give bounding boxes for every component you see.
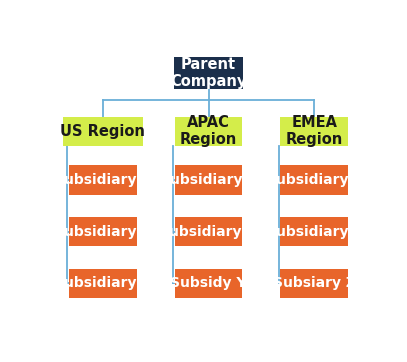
Text: Subsidiary X: Subsidiary X (54, 276, 152, 290)
Text: Subsidiary A: Subsidiary A (54, 173, 152, 187)
FancyBboxPatch shape (280, 117, 348, 146)
Text: APAC
Region: APAC Region (180, 115, 237, 147)
FancyBboxPatch shape (280, 217, 348, 246)
FancyBboxPatch shape (175, 269, 243, 298)
Text: Subsidy Y: Subsidy Y (171, 276, 247, 290)
FancyBboxPatch shape (175, 117, 243, 146)
Text: EMEA
Region: EMEA Region (286, 115, 343, 147)
FancyBboxPatch shape (175, 217, 243, 246)
FancyBboxPatch shape (280, 165, 348, 195)
Text: Parent
Company: Parent Company (171, 56, 247, 89)
FancyBboxPatch shape (63, 117, 143, 146)
Text: US Region: US Region (61, 124, 145, 139)
FancyBboxPatch shape (69, 165, 137, 195)
Text: Subsidiary F: Subsidiary F (266, 224, 363, 239)
Text: Subsidiary B: Subsidiary B (54, 224, 152, 239)
Text: Subsidiary D: Subsidiary D (159, 224, 258, 239)
FancyBboxPatch shape (175, 165, 243, 195)
FancyBboxPatch shape (69, 269, 137, 298)
Text: Subsidiary E: Subsidiary E (266, 173, 363, 187)
FancyBboxPatch shape (280, 269, 348, 298)
FancyBboxPatch shape (174, 57, 243, 89)
Text: Subsiary Z: Subsiary Z (273, 276, 356, 290)
Text: Subsidiary C: Subsidiary C (160, 173, 257, 187)
FancyBboxPatch shape (69, 217, 137, 246)
